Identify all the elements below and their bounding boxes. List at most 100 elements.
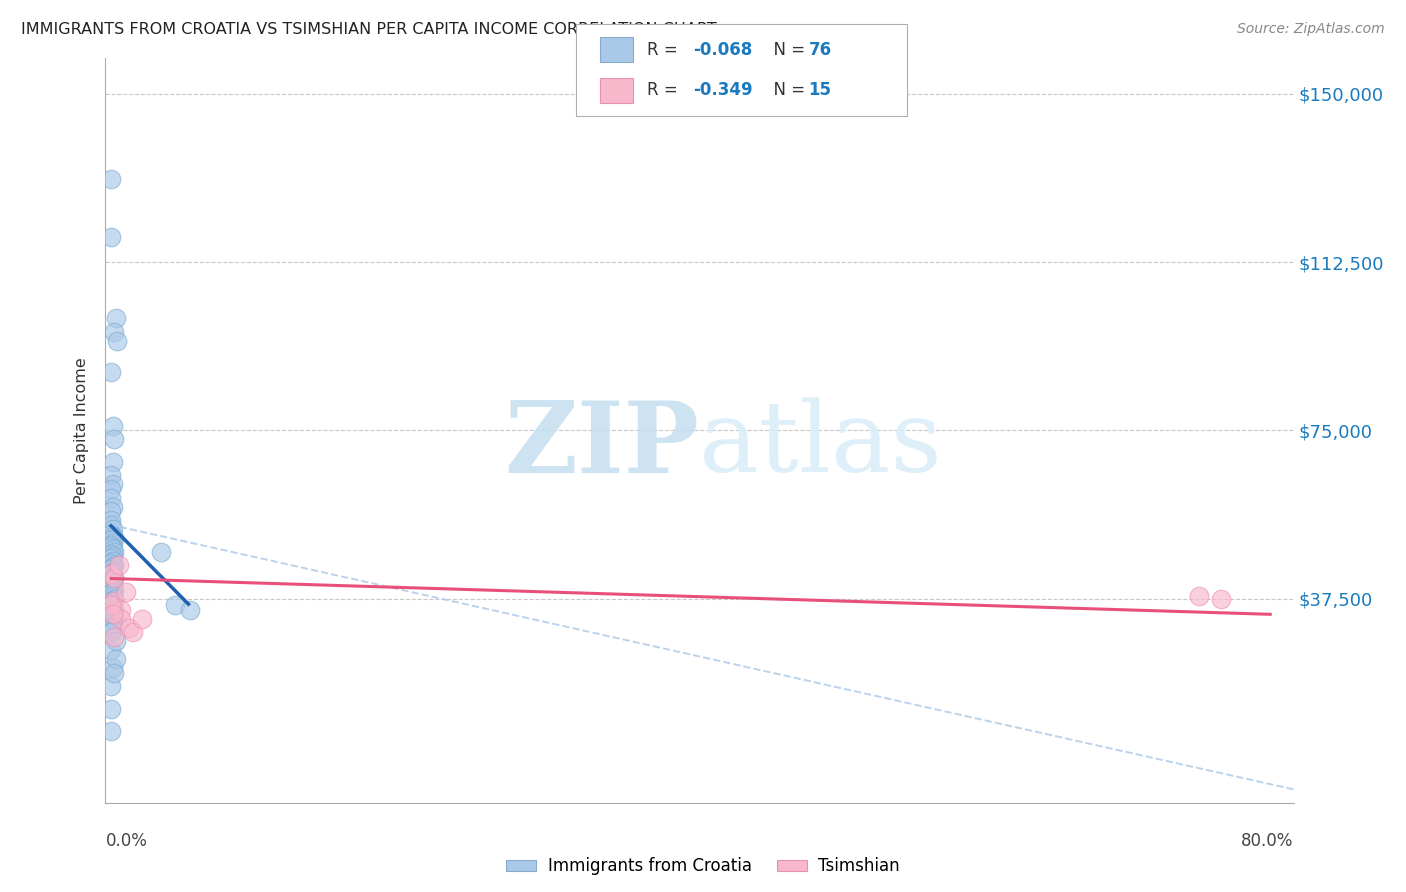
Point (103, 603, 125, 617)
Text: 0.0%: 0.0% (105, 832, 148, 850)
Point (100, 566, 122, 581)
Point (100, 491, 122, 505)
Point (103, 594, 125, 608)
Point (101, 569, 124, 583)
Point (103, 582, 125, 597)
Point (100, 576, 122, 591)
Point (101, 607, 124, 622)
Point (100, 468, 122, 483)
Point (100, 533, 122, 548)
Text: R =: R = (647, 81, 683, 99)
Point (101, 418, 124, 433)
Point (100, 701, 122, 715)
Point (101, 477, 124, 491)
Text: Source: ZipAtlas.com: Source: ZipAtlas.com (1237, 22, 1385, 37)
Point (110, 612, 132, 626)
Point (103, 665, 125, 680)
Point (101, 455, 124, 469)
Point (101, 500, 124, 514)
Point (100, 551, 122, 566)
Text: ZIP: ZIP (505, 397, 700, 494)
Point (100, 621, 122, 635)
Point (100, 526, 122, 541)
Point (101, 535, 124, 549)
Point (101, 522, 124, 536)
Point (100, 599, 122, 613)
Text: 15: 15 (808, 81, 831, 99)
Point (103, 325, 125, 339)
Point (118, 621, 141, 635)
Point (100, 517, 122, 532)
Point (100, 643, 122, 657)
Point (101, 549, 124, 563)
Point (100, 609, 122, 624)
Point (103, 558, 125, 572)
Point (103, 531, 125, 545)
Point (100, 365, 122, 379)
Point (101, 542, 124, 557)
Point (100, 724, 122, 739)
Point (101, 565, 124, 579)
Text: N =: N = (763, 81, 811, 99)
Point (122, 625, 145, 640)
Point (100, 625, 122, 640)
Point (100, 556, 122, 570)
Text: -0.068: -0.068 (693, 41, 752, 59)
Point (110, 603, 132, 617)
Text: R =: R = (647, 41, 683, 59)
Point (103, 571, 125, 585)
Point (100, 482, 122, 496)
Point (100, 230, 122, 244)
Point (100, 594, 122, 608)
Point (1209, 591, 1232, 606)
Point (165, 599, 187, 613)
Point (100, 679, 122, 693)
Point (103, 544, 125, 558)
Point (103, 630, 125, 644)
Point (100, 547, 122, 561)
Point (100, 605, 122, 619)
Point (101, 612, 124, 626)
Point (104, 634, 127, 648)
Point (100, 599, 122, 613)
Point (101, 623, 124, 637)
Point (101, 585, 124, 599)
Legend: Immigrants from Croatia, Tsimshian: Immigrants from Croatia, Tsimshian (499, 851, 907, 882)
Point (101, 600, 124, 615)
Point (101, 607, 124, 622)
Point (114, 585, 136, 599)
Text: -0.349: -0.349 (693, 81, 752, 99)
Point (101, 661, 124, 675)
Point (100, 581, 122, 595)
Point (131, 612, 153, 626)
Point (104, 311, 127, 326)
Text: 80.0%: 80.0% (1241, 832, 1294, 850)
Point (103, 571, 125, 585)
Point (103, 614, 125, 628)
Text: IMMIGRANTS FROM CROATIA VS TSIMSHIAN PER CAPITA INCOME CORRELATION CHART: IMMIGRANTS FROM CROATIA VS TSIMSHIAN PER… (21, 22, 717, 37)
Text: atlas: atlas (700, 398, 942, 493)
Point (101, 596, 124, 610)
Text: 76: 76 (808, 41, 831, 59)
Point (101, 578, 124, 592)
Point (107, 558, 129, 572)
Text: N =: N = (763, 41, 811, 59)
Point (101, 529, 124, 543)
Point (100, 616, 122, 631)
Point (149, 544, 172, 558)
Point (100, 566, 122, 581)
Point (100, 172, 122, 186)
Point (101, 574, 124, 588)
Point (101, 553, 124, 567)
Point (100, 504, 122, 518)
Point (100, 540, 122, 554)
Point (100, 587, 122, 601)
Point (1188, 590, 1211, 604)
Point (100, 513, 122, 527)
Point (100, 538, 122, 552)
Point (104, 652, 127, 666)
Point (103, 591, 125, 606)
Point (101, 590, 124, 604)
Point (100, 562, 122, 576)
Point (179, 603, 201, 617)
